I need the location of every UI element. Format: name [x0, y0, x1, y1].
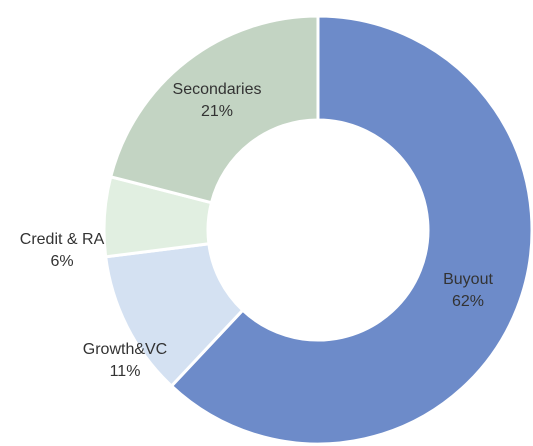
slice-label: Growth&VC	[83, 341, 167, 358]
slice-value-label: 11%	[110, 363, 141, 380]
slice-label: Credit & RA	[20, 231, 105, 248]
slice-value-label: 6%	[50, 253, 73, 270]
slice-value-label: 62%	[452, 293, 484, 310]
donut-slice	[169, 14, 533, 446]
slice-label: Secondaries	[173, 81, 262, 98]
donut-slice	[108, 14, 320, 205]
slice-value-label: 21%	[201, 103, 233, 120]
slice-label: Buyout	[443, 271, 493, 288]
